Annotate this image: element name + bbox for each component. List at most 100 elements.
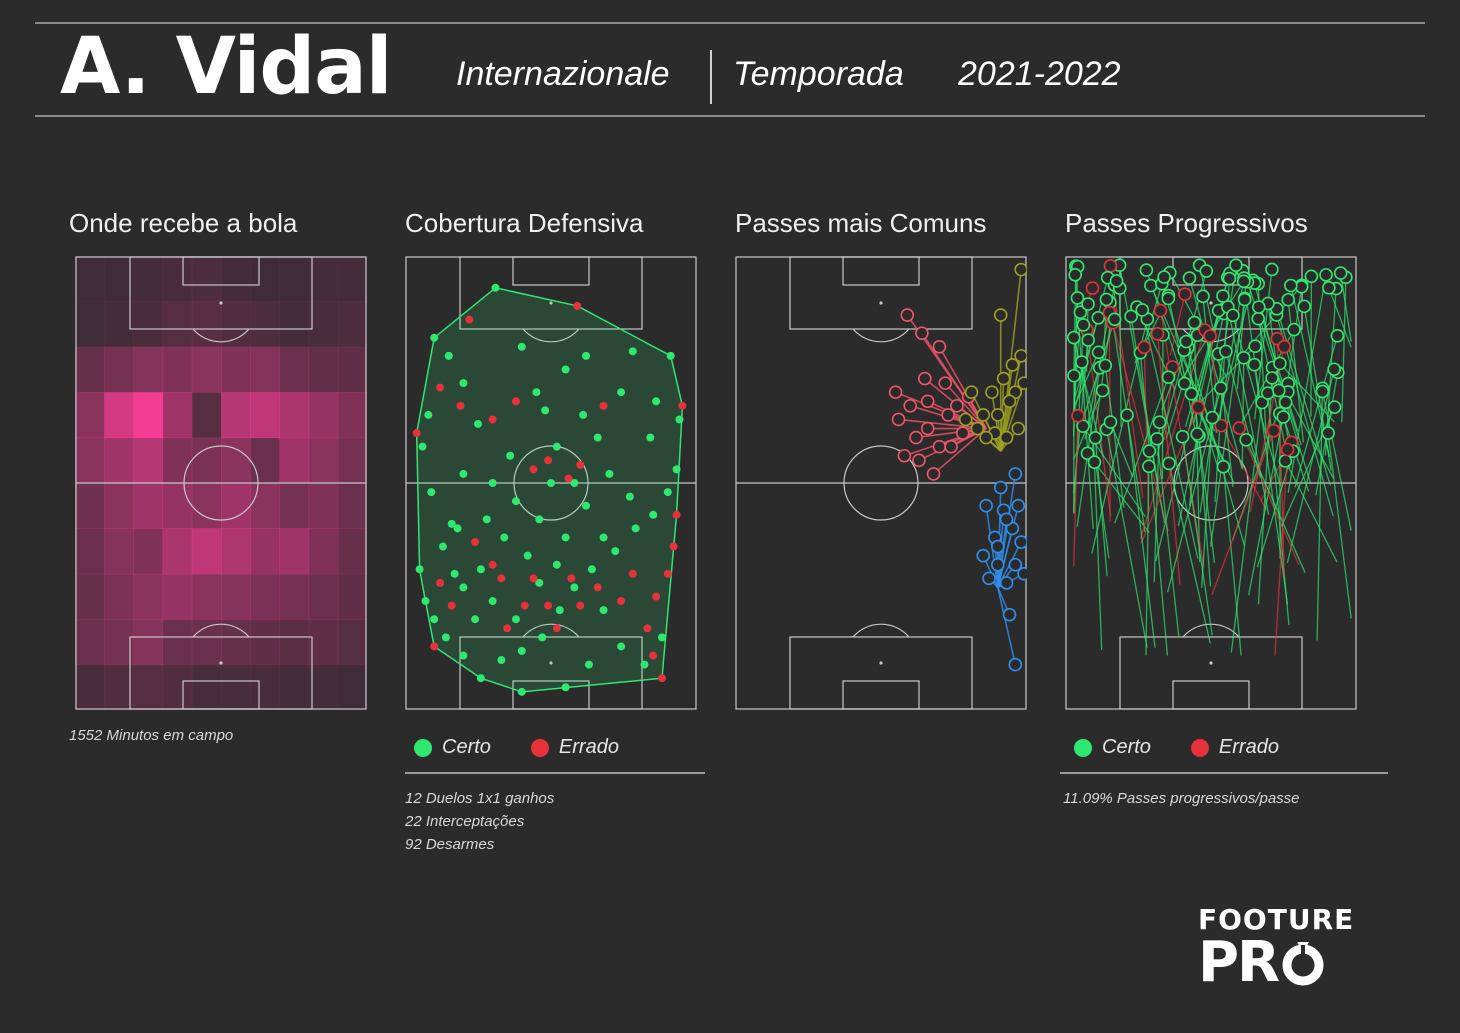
fail-point — [678, 401, 687, 410]
success-point — [640, 660, 649, 669]
heatmap-cell — [162, 392, 193, 439]
heatmap-cell — [279, 392, 310, 439]
success-pass-end — [1103, 415, 1118, 429]
success-pass-line — [1294, 335, 1339, 488]
success-point — [438, 542, 447, 551]
success-pass-end — [1179, 334, 1194, 349]
success-pass-end — [1182, 271, 1197, 285]
fail-pass-end — [1232, 421, 1247, 435]
success-pass-line — [1321, 391, 1352, 531]
interceptions-note: 22 Interceptações — [405, 813, 525, 830]
fail-point — [529, 465, 538, 474]
heatmap-cell — [133, 301, 164, 348]
success-pass-end — [1327, 362, 1342, 377]
success-point — [453, 524, 462, 533]
pass-line — [944, 382, 987, 430]
fail-pass-end — [1280, 442, 1295, 457]
success-point — [415, 565, 424, 574]
heatmap-cell — [337, 483, 367, 529]
pass-end-point — [909, 430, 923, 445]
defensive-legend: Certo Errado — [414, 736, 659, 759]
success-pass-line — [1141, 309, 1199, 559]
success-point — [535, 578, 544, 587]
fail-point — [567, 574, 576, 583]
success-pass-end — [1187, 315, 1202, 330]
fail-point — [617, 597, 626, 606]
progressive-title: Passes Progressivos — [1065, 208, 1308, 238]
success-pass-line — [1114, 377, 1170, 524]
success-pass-end — [1281, 292, 1296, 307]
success-pass-end — [1297, 299, 1312, 314]
heatmap-cell — [337, 392, 367, 439]
success-point — [582, 501, 591, 510]
pass-end-point — [979, 430, 993, 445]
pass-end-point — [955, 426, 970, 440]
success-point — [497, 656, 506, 665]
success-point — [657, 633, 666, 642]
heatmap-cell — [250, 483, 280, 529]
heatmap-cell — [279, 619, 310, 666]
success-point — [427, 488, 436, 497]
heatmap-title: Onde recebe a bola — [69, 208, 298, 238]
heatmap-cell — [308, 437, 339, 484]
success-pass-line — [1316, 388, 1324, 641]
pass-end-point — [1005, 358, 1020, 372]
heatmap-cell — [133, 528, 164, 575]
success-pass-end — [1161, 370, 1176, 385]
pass-end-point — [1011, 421, 1026, 436]
fail-point — [657, 674, 666, 683]
fail-point — [552, 624, 561, 633]
success-point — [570, 583, 579, 592]
success-point — [517, 646, 526, 655]
coverage-area — [415, 286, 684, 693]
success-pass-end — [1076, 318, 1091, 332]
pass-end-point — [932, 439, 947, 454]
success-point — [570, 479, 579, 487]
heatmap-cell — [279, 664, 310, 710]
fail-point — [465, 315, 474, 324]
pass-end-point — [950, 399, 964, 413]
pass-end-point — [979, 498, 993, 513]
legend-label-fail: Errado — [558, 736, 619, 758]
heatmap-cell — [250, 664, 280, 710]
success-pass-end — [1199, 264, 1214, 278]
fail-point — [503, 624, 512, 633]
success-point — [599, 533, 608, 542]
season-label: Temporada — [733, 55, 904, 93]
pass-end-point — [1008, 557, 1023, 572]
success-pass-line — [1126, 415, 1156, 648]
defensive-pitch — [405, 256, 697, 710]
success-pass-end — [1157, 270, 1171, 284]
success-point — [506, 451, 515, 460]
pass-end-point — [915, 326, 929, 340]
success-point — [532, 388, 541, 397]
success-pass-end — [1226, 308, 1240, 323]
success-pass-end — [1213, 381, 1228, 395]
success-point — [582, 351, 591, 360]
success-point — [459, 379, 468, 388]
success-point — [552, 560, 561, 569]
success-point — [421, 597, 430, 606]
pass-line — [997, 519, 1008, 588]
pitch-lines — [735, 256, 1027, 710]
success-pass-end — [1080, 446, 1095, 461]
fail-pass-line — [1238, 427, 1300, 566]
success-point — [444, 351, 453, 360]
success-pass-end — [1322, 281, 1336, 295]
top-rule — [35, 22, 1425, 24]
success-pass-end — [1190, 427, 1205, 441]
fail-dot-icon — [530, 738, 549, 757]
success-pass-end — [1278, 454, 1293, 468]
heatmap-cell — [250, 256, 280, 302]
fail-pass-end — [1150, 326, 1165, 341]
fail-point — [663, 569, 672, 578]
fail-pass-end — [1178, 287, 1192, 301]
success-pass-line — [1327, 433, 1352, 619]
pass-end-point — [891, 412, 906, 427]
heatmap-cell — [191, 528, 222, 575]
heatmap-cell — [133, 346, 164, 393]
fail-point — [447, 601, 456, 610]
pass-end-point — [1017, 376, 1027, 390]
pass-end-point — [897, 448, 912, 463]
heatmap-cell — [162, 483, 193, 529]
